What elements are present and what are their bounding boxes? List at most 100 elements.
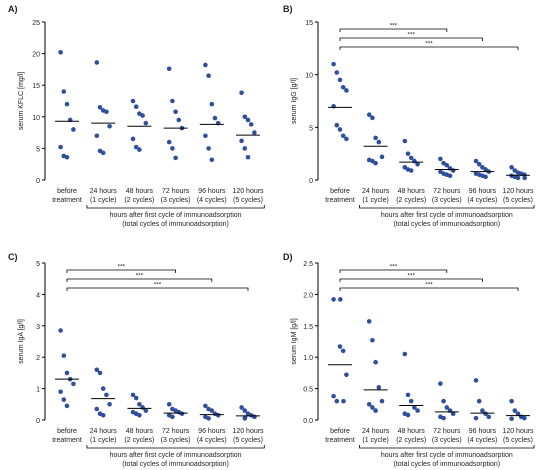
- x-group-label: hours after first cycle of immunoadsorpt…: [381, 212, 513, 219]
- chart-panel-3: C) 0 1 2 3 4 5 serum IgA [g/l] before treatment 24…: [8, 252, 265, 468]
- significance-bracket: [339, 278, 483, 282]
- data-point: [412, 405, 417, 410]
- x-tick-label: 48 hours: [398, 188, 426, 195]
- data-point: [402, 351, 408, 357]
- data-point: [61, 89, 67, 94]
- data-point: [137, 147, 142, 152]
- data-point: [71, 381, 76, 387]
- data-point: [170, 98, 175, 104]
- data-point: [379, 154, 385, 160]
- data-point: [373, 135, 378, 141]
- y-tick-label: 25: [32, 20, 40, 27]
- y-tick-label: 10: [32, 115, 40, 122]
- data-point: [64, 370, 70, 376]
- data-point: [166, 66, 172, 72]
- data-point: [444, 162, 450, 168]
- data-point: [340, 133, 346, 139]
- data-point: [173, 109, 178, 115]
- data-point: [71, 127, 76, 132]
- x-tick-label: 96 hours: [198, 428, 226, 435]
- significance-label: ***: [118, 264, 126, 271]
- significance-label: ***: [390, 264, 398, 271]
- data-point: [366, 319, 372, 324]
- significance-label: ***: [136, 273, 144, 280]
- significance-bracket: [339, 269, 448, 273]
- x-tick-label-sub: treatment: [52, 437, 82, 444]
- data-point: [341, 398, 346, 404]
- data-point: [176, 117, 182, 123]
- x-tick-label: 24 hours: [90, 188, 118, 195]
- x-tick-label: 96 hours: [469, 428, 497, 435]
- data-point: [130, 392, 136, 398]
- data-point: [133, 144, 139, 150]
- data-point: [239, 138, 244, 144]
- data-point: [402, 138, 408, 144]
- data-point: [334, 122, 340, 128]
- data-point: [239, 405, 244, 410]
- x-tick-label: 96 hours: [198, 188, 226, 195]
- data-point: [94, 60, 100, 65]
- data-point: [340, 85, 346, 90]
- x-tick-label-sub: treatment: [325, 437, 355, 444]
- y-tick-label: 20: [32, 52, 40, 59]
- x-tick-label-sub: (3 cycles): [432, 437, 462, 444]
- y-tick-label: 2.5: [303, 261, 313, 268]
- y-tick-label: 3: [36, 324, 40, 331]
- data-point: [344, 372, 349, 378]
- data-point: [408, 168, 414, 173]
- data-point: [239, 90, 244, 96]
- significance-label: ***: [425, 282, 433, 289]
- data-point: [515, 175, 521, 181]
- data-point: [64, 154, 70, 160]
- significance-label: ***: [154, 282, 162, 289]
- data-point: [107, 123, 112, 129]
- data-point: [133, 104, 139, 109]
- data-point: [480, 408, 485, 413]
- y-tick-label: 10: [305, 73, 313, 80]
- y-axis-title: serum IgG [g/l]: [291, 78, 298, 124]
- x-tick-label: 72 hours: [433, 428, 461, 435]
- chart-panel-2: B) 0 5 10 15 serum IgG [g/l] before treatment 24…: [283, 4, 535, 228]
- x-tick-label-sub: (5 cycles): [233, 437, 263, 444]
- x-tick-label: before: [57, 188, 77, 195]
- y-tick-label: 5: [36, 146, 40, 153]
- data-point: [450, 168, 456, 173]
- data-point: [206, 146, 211, 151]
- data-point: [337, 77, 343, 83]
- data-point: [58, 50, 63, 55]
- y-axis-title: serum IgM [g/l]: [291, 318, 298, 364]
- data-point: [203, 62, 208, 68]
- data-point: [447, 173, 453, 179]
- data-point: [206, 416, 211, 421]
- x-tick-label: 72 hours: [162, 188, 190, 195]
- data-point: [509, 416, 514, 422]
- y-tick-label: 1: [36, 387, 40, 394]
- x-tick-label-sub: (4 cycles): [467, 437, 497, 444]
- x-tick-label: before: [57, 428, 77, 435]
- data-point: [130, 136, 136, 142]
- data-point: [450, 411, 456, 417]
- significance-bracket: [339, 28, 448, 32]
- data-point: [64, 403, 70, 409]
- y-tick-label: 0: [36, 178, 40, 185]
- data-point: [97, 105, 103, 110]
- x-tick-label: 96 hours: [469, 188, 497, 195]
- x-group-label: hours after first cycle of immunoadsorpt…: [110, 452, 242, 459]
- data-point: [133, 395, 139, 401]
- y-axis-title: serum KFLC [mg/l]: [18, 72, 25, 130]
- y-axis-title: serum IgA [g/l]: [18, 319, 25, 364]
- data-point: [376, 139, 382, 145]
- x-tick-label-sub: (2 cycles): [396, 437, 426, 444]
- y-tick-label: 5: [36, 261, 40, 268]
- x-tick-label: before: [330, 188, 350, 195]
- x-tick-label: 120 hours: [232, 188, 264, 195]
- x-tick-label: 48 hours: [126, 188, 154, 195]
- x-tick-label-sub: (1 cycle): [362, 197, 388, 204]
- y-tick-label: 4: [36, 292, 40, 299]
- panel-label: D): [283, 252, 293, 262]
- data-point: [331, 297, 336, 302]
- x-tick-label-sub: (4 cycles): [197, 197, 227, 204]
- data-point: [370, 337, 375, 343]
- data-point: [170, 414, 175, 420]
